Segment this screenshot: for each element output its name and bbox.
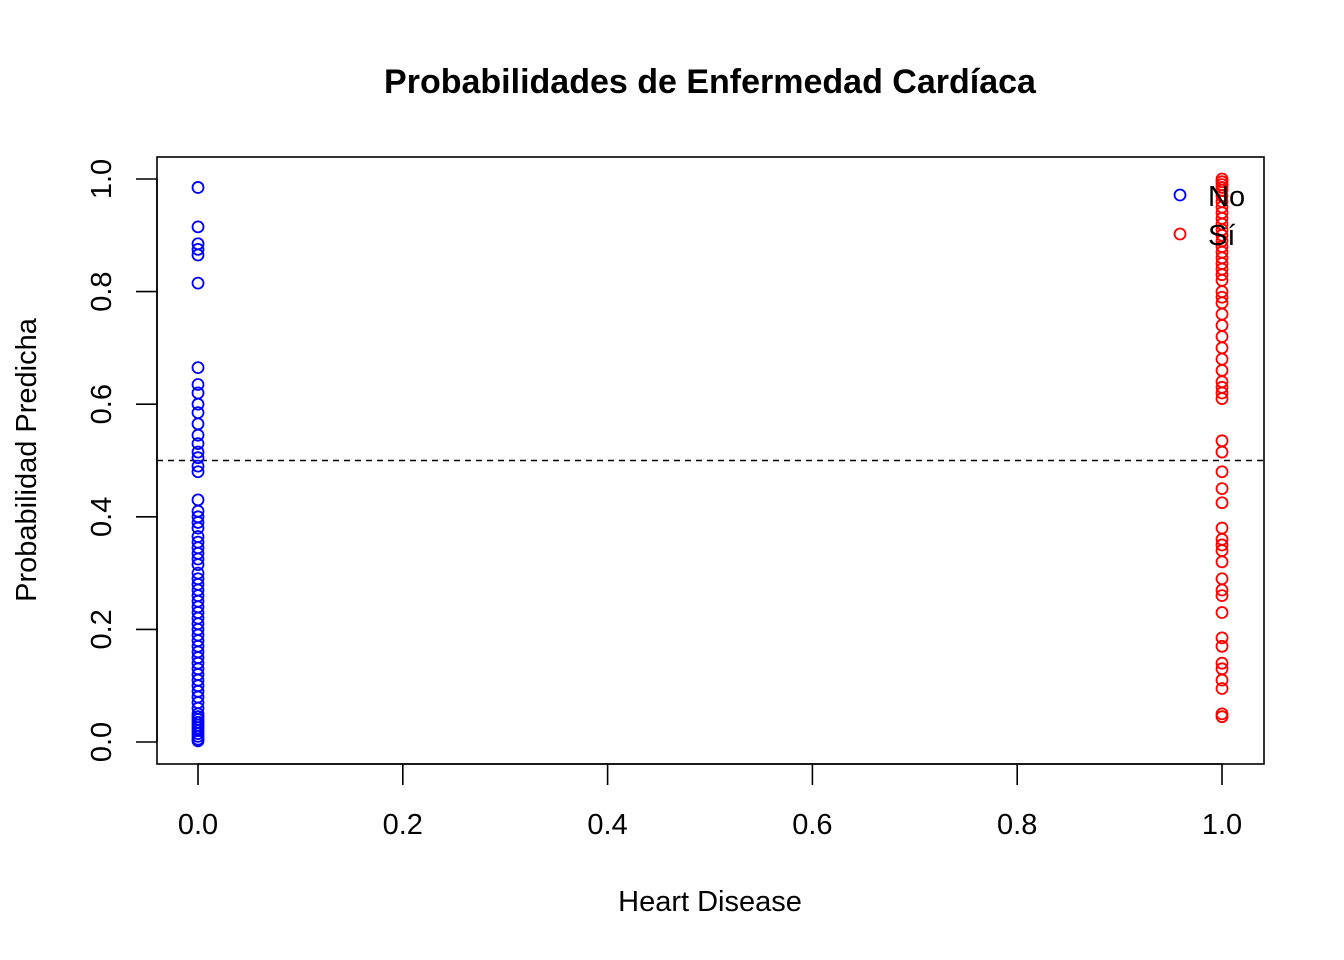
data-point-no [191, 516, 205, 529]
data-point-no [191, 276, 205, 290]
data-point-no [191, 417, 205, 431]
data-point-no [191, 558, 205, 572]
x-tick-label: 0.4 [587, 809, 627, 841]
data-point-si [1215, 606, 1229, 619]
data-point-no [191, 459, 205, 473]
data-point-no [191, 428, 205, 442]
data-point-no [191, 361, 205, 375]
data-point-no [191, 181, 205, 194]
legend-marker [1173, 227, 1187, 241]
data-point-no [191, 493, 205, 507]
data-point-si [1215, 268, 1229, 282]
data-point-si [1215, 307, 1229, 321]
legend-marker [1173, 188, 1187, 202]
y-axis-label: Probabilidad Predicha [11, 317, 43, 602]
data-point-no [191, 242, 205, 256]
legend-label: Sí [1208, 220, 1235, 252]
data-point-no [191, 552, 205, 566]
chart-title: Probabilidades de Enfermedad Cardíaca [384, 63, 1037, 101]
x-axis: 0.0 0.2 0.4 0.6 0.8 1.0 [178, 763, 1242, 841]
y-tick-label: 1.0 [86, 159, 118, 199]
data-point-no [191, 437, 205, 451]
data-point-si [1215, 521, 1229, 535]
data-point-no [191, 734, 205, 748]
data-point-no [191, 451, 205, 465]
x-tick-label: 0.0 [178, 809, 218, 841]
y-tick-label: 0.6 [86, 384, 118, 424]
data-point-si [1215, 352, 1229, 366]
data-point-si [1215, 496, 1229, 510]
data-point-no [191, 406, 205, 420]
data-point-si [1215, 583, 1229, 597]
data-point-no [191, 248, 205, 262]
data-point-si [1215, 710, 1229, 724]
data-point-si [1215, 290, 1229, 304]
x-tick-label: 0.6 [792, 809, 832, 841]
legend-label: No [1208, 181, 1245, 213]
data-point-si [1215, 465, 1229, 479]
data-point-si [1215, 392, 1229, 405]
data-point-si [1215, 538, 1229, 552]
data-point-si [1215, 318, 1229, 332]
data-point-no [191, 465, 205, 479]
y-tick-label: 0.2 [86, 609, 118, 649]
data-point-no [191, 397, 205, 411]
legend: No Sí [1173, 181, 1245, 252]
data-point-no [191, 386, 205, 400]
data-point-no [191, 220, 205, 234]
data-point-no [191, 378, 205, 391]
x-axis-label: Heart Disease [618, 886, 802, 918]
data-point-si [1215, 639, 1229, 653]
data-point-si [1215, 482, 1229, 496]
data-points [191, 172, 1229, 748]
x-tick-label: 0.2 [383, 809, 423, 841]
data-point-si [1215, 656, 1229, 670]
data-point-no [191, 521, 205, 535]
data-point-si [1215, 364, 1229, 377]
y-axis: 0.0 0.2 0.4 0.6 0.8 1.0 [86, 159, 158, 762]
data-point-si [1215, 386, 1229, 400]
data-point-si [1215, 673, 1229, 687]
data-point-si [1215, 445, 1229, 459]
data-point-si [1215, 341, 1229, 355]
data-point-si [1215, 572, 1229, 586]
data-point-si [1215, 555, 1229, 569]
y-tick-label: 0.0 [86, 722, 118, 762]
data-point-si [1215, 330, 1229, 344]
y-tick-label: 0.4 [86, 497, 118, 537]
data-point-si [1215, 682, 1229, 695]
data-point-si [1215, 434, 1229, 448]
x-tick-label: 1.0 [1202, 809, 1242, 841]
data-point-si [1215, 631, 1229, 645]
x-tick-label: 0.8 [997, 809, 1037, 841]
data-point-no [191, 445, 205, 459]
y-tick-label: 0.8 [86, 271, 118, 311]
data-point-si [1215, 589, 1229, 603]
